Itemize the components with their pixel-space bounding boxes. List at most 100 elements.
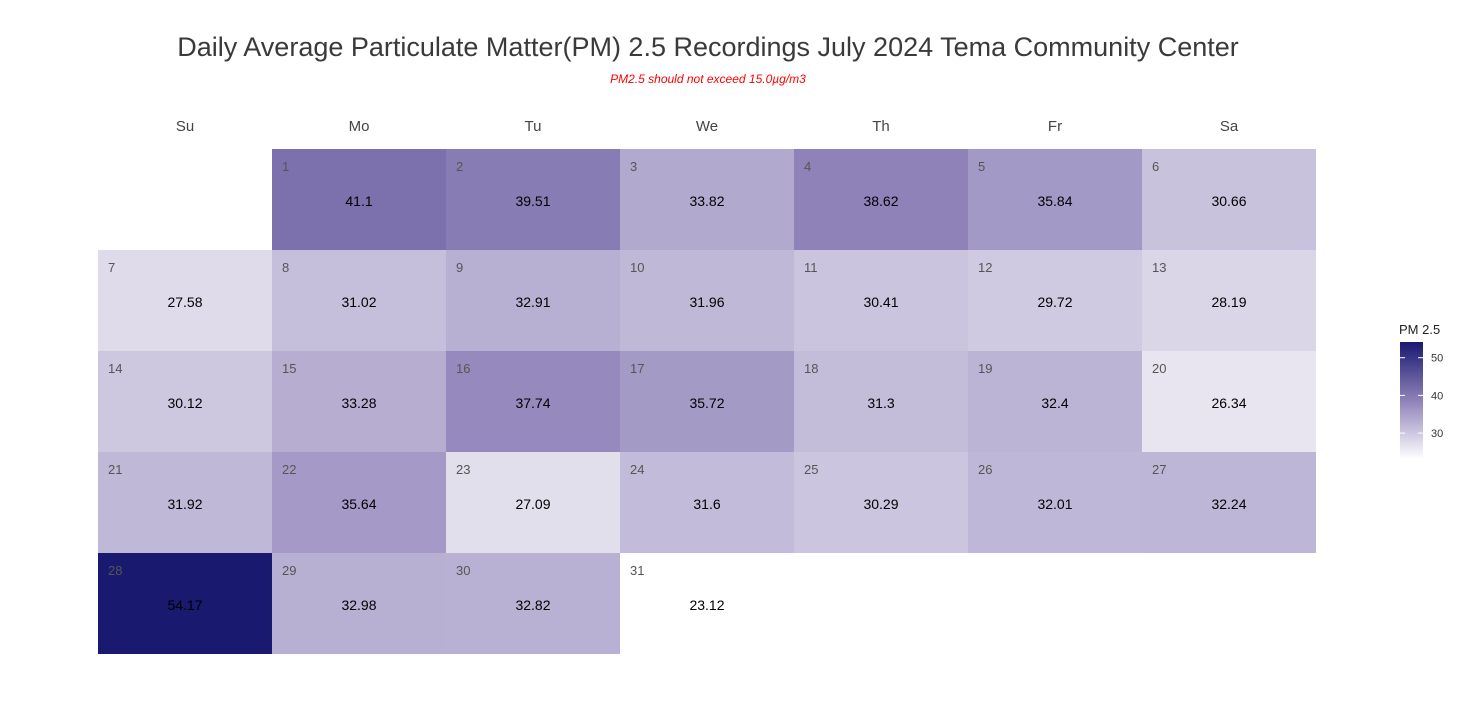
day-cell-21	[98, 452, 272, 553]
day-number: 15	[282, 361, 296, 376]
day-value: 32.91	[515, 294, 550, 310]
day-cell-25	[794, 452, 968, 553]
legend-tick-label: 40	[1431, 390, 1443, 402]
weekday-label-fr: Fr	[1048, 118, 1062, 135]
day-cell-22	[272, 452, 446, 553]
legend-title: PM 2.5	[1399, 322, 1441, 337]
weekday-label-su: Su	[176, 118, 194, 135]
day-number: 3	[630, 159, 637, 174]
day-number: 10	[630, 260, 644, 275]
day-number: 16	[456, 361, 470, 376]
day-cell-31	[620, 553, 794, 654]
day-cell-3	[620, 149, 794, 250]
day-value: 32.24	[1211, 496, 1246, 512]
day-value: 31.3	[867, 395, 894, 411]
day-number: 28	[108, 563, 122, 578]
day-cell-24	[620, 452, 794, 553]
day-cell-27	[1142, 452, 1316, 553]
day-cell-17	[620, 351, 794, 452]
day-cell-18	[794, 351, 968, 452]
day-number: 31	[630, 563, 644, 578]
day-value: 23.12	[689, 597, 724, 613]
day-value: 31.6	[693, 496, 720, 512]
day-number: 14	[108, 361, 122, 376]
day-number: 29	[282, 563, 296, 578]
day-number: 18	[804, 361, 818, 376]
day-cell-9	[446, 250, 620, 351]
day-number: 19	[978, 361, 992, 376]
day-number: 6	[1152, 159, 1159, 174]
day-number: 11	[804, 260, 818, 275]
day-number: 5	[978, 159, 985, 174]
day-cell-26	[968, 452, 1142, 553]
day-value: 37.74	[515, 395, 550, 411]
day-value: 32.98	[341, 597, 376, 613]
weekday-label-sa: Sa	[1220, 118, 1239, 135]
day-value: 31.96	[689, 294, 724, 310]
day-cell-4	[794, 149, 968, 250]
day-cell-16	[446, 351, 620, 452]
day-value: 31.92	[167, 496, 202, 512]
weekday-label-th: Th	[872, 118, 890, 135]
day-number: 13	[1152, 260, 1166, 275]
day-cell-5	[968, 149, 1142, 250]
day-cell-30	[446, 553, 620, 654]
day-number: 4	[804, 159, 811, 174]
weekday-label-we: We	[696, 118, 718, 135]
day-cell-28	[98, 553, 272, 654]
day-value: 32.82	[515, 597, 550, 613]
day-cell-10	[620, 250, 794, 351]
day-value: 35.84	[1037, 193, 1072, 209]
day-value: 32.01	[1037, 496, 1072, 512]
day-value: 30.29	[863, 496, 898, 512]
day-value: 29.72	[1037, 294, 1072, 310]
day-value: 27.58	[167, 294, 202, 310]
day-cell-20	[1142, 351, 1316, 452]
chart-title: Daily Average Particulate Matter(PM) 2.5…	[177, 32, 1239, 62]
day-value: 28.19	[1211, 294, 1246, 310]
day-number: 30	[456, 563, 470, 578]
day-number: 7	[108, 260, 115, 275]
day-value: 54.17	[167, 597, 202, 613]
day-number: 2	[456, 159, 463, 174]
day-cell-14	[98, 351, 272, 452]
day-cell-2	[446, 149, 620, 250]
day-number: 1	[282, 159, 289, 174]
day-value: 30.41	[863, 294, 898, 310]
day-cell-7	[98, 250, 272, 351]
day-value: 30.66	[1211, 193, 1246, 209]
day-value: 33.82	[689, 193, 724, 209]
day-value: 33.28	[341, 395, 376, 411]
day-value: 31.02	[341, 294, 376, 310]
day-value: 30.12	[167, 395, 202, 411]
day-number: 25	[804, 462, 818, 477]
day-value: 35.72	[689, 395, 724, 411]
day-number: 23	[456, 462, 470, 477]
day-value: 26.34	[1211, 395, 1246, 411]
day-cell-29	[272, 553, 446, 654]
day-number: 26	[978, 462, 992, 477]
legend-tick-label: 50	[1431, 353, 1443, 365]
day-number: 12	[978, 260, 992, 275]
weekday-label-mo: Mo	[349, 118, 370, 135]
day-number: 27	[1152, 462, 1166, 477]
day-number: 24	[630, 462, 644, 477]
day-value: 32.4	[1041, 395, 1068, 411]
day-cell-15	[272, 351, 446, 452]
day-value: 39.51	[515, 193, 550, 209]
day-cell-12	[968, 250, 1142, 351]
day-value: 41.1	[345, 193, 372, 209]
day-cell-11	[794, 250, 968, 351]
day-cell-1	[272, 149, 446, 250]
day-cell-23	[446, 452, 620, 553]
day-number: 21	[108, 462, 122, 477]
chart-subtitle: PM2.5 should not exceed 15.0µg/m3	[610, 72, 806, 86]
day-value: 35.64	[341, 496, 376, 512]
legend-colorbar	[1400, 342, 1423, 459]
legend-tick-label: 30	[1431, 428, 1443, 440]
weekday-label-tu: Tu	[525, 118, 542, 135]
day-number: 17	[630, 361, 644, 376]
day-number: 20	[1152, 361, 1166, 376]
day-cell-19	[968, 351, 1142, 452]
